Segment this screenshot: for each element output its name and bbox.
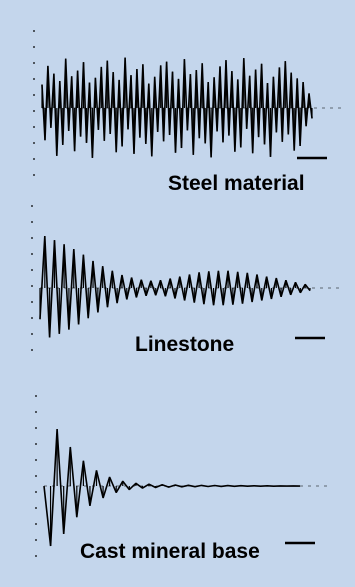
steel-panel [33,30,342,180]
series-line [43,428,301,547]
series-line [39,235,311,338]
series-line [41,57,313,158]
steel-material-label: Steel material [168,172,305,195]
limestone-label: Linestone [135,333,235,356]
cast-mineral-base-label: Cast mineral base [80,540,260,563]
cast-mineral-panel [35,395,330,565]
limestone-panel [31,205,340,360]
